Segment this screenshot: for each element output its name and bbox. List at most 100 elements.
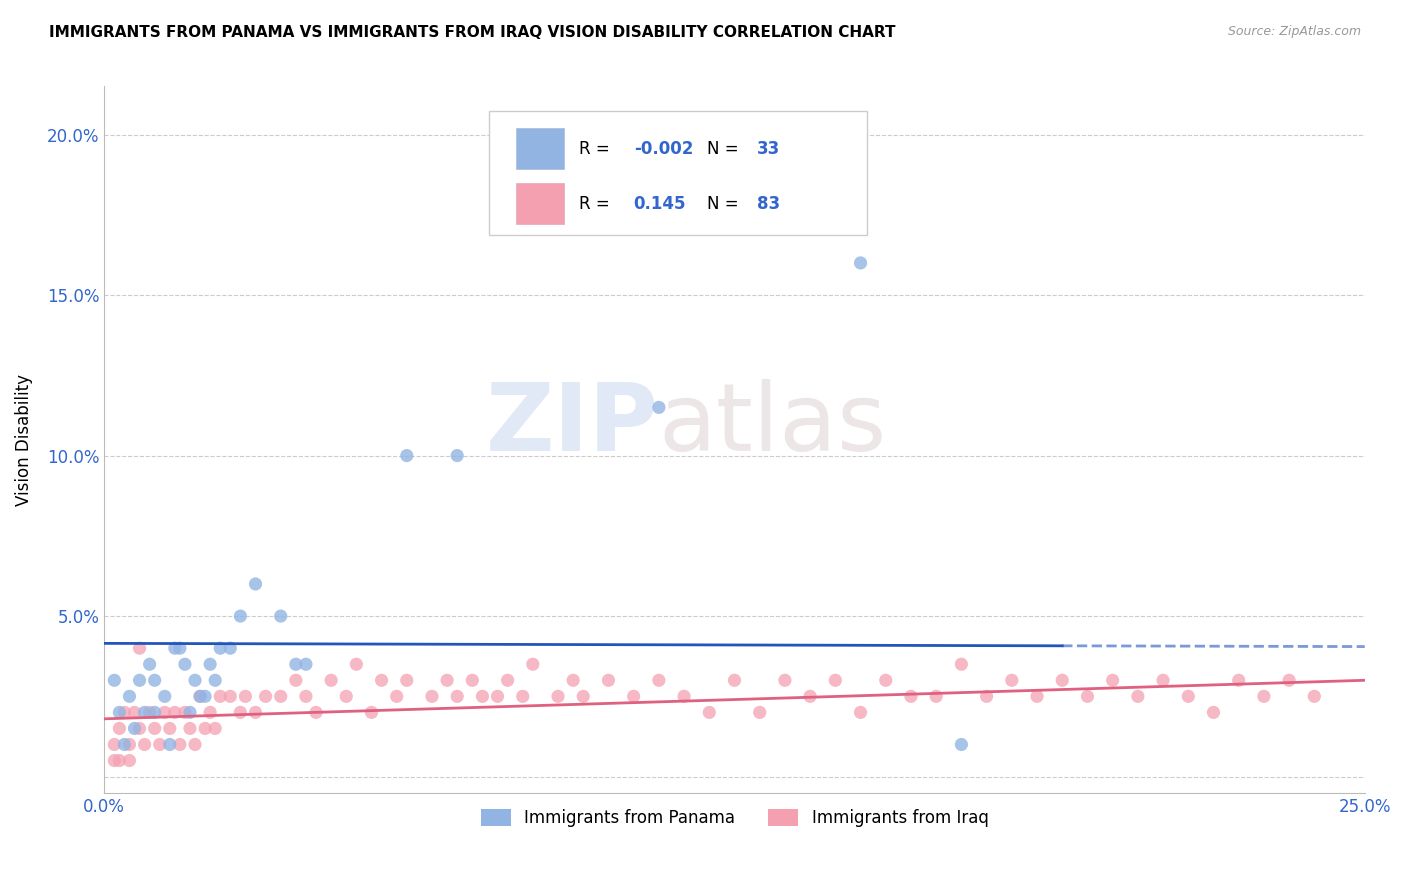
Point [512, 690, 534, 704]
Point [461, 673, 484, 688]
Point [436, 673, 458, 688]
Point [875, 673, 897, 688]
Point [143, 706, 166, 720]
Text: Source: ZipAtlas.com: Source: ZipAtlas.com [1227, 25, 1361, 38]
Point [174, 706, 197, 720]
Point [128, 722, 150, 736]
Point [209, 690, 232, 704]
Point [824, 673, 846, 688]
Point [143, 673, 166, 688]
Point [748, 706, 770, 720]
Point [124, 722, 146, 736]
Text: ZIP: ZIP [486, 379, 659, 471]
Point [950, 657, 973, 672]
Point [118, 754, 141, 768]
Text: atlas: atlas [659, 379, 887, 471]
FancyBboxPatch shape [516, 183, 564, 224]
Point [118, 690, 141, 704]
Point [138, 706, 160, 720]
Point [184, 738, 207, 752]
Point [295, 690, 318, 704]
Point [522, 657, 544, 672]
Point [204, 722, 226, 736]
Text: 83: 83 [758, 194, 780, 212]
Point [229, 706, 252, 720]
Point [138, 657, 160, 672]
Point [446, 449, 468, 463]
Point [486, 690, 509, 704]
Point [1126, 690, 1149, 704]
Point [1001, 673, 1024, 688]
Point [321, 673, 343, 688]
Point [1253, 690, 1275, 704]
Point [184, 673, 207, 688]
Point [108, 706, 131, 720]
Point [163, 641, 186, 656]
Point [1050, 673, 1073, 688]
Text: N =: N = [707, 140, 744, 158]
Point [496, 673, 519, 688]
Point [149, 738, 172, 752]
Point [163, 706, 186, 720]
Point [673, 690, 696, 704]
Text: IMMIGRANTS FROM PANAMA VS IMMIGRANTS FROM IRAQ VISION DISABILITY CORRELATION CHA: IMMIGRANTS FROM PANAMA VS IMMIGRANTS FRO… [49, 25, 896, 40]
Point [219, 641, 242, 656]
Point [245, 577, 267, 591]
Point [179, 722, 201, 736]
Point [204, 673, 226, 688]
Point [159, 722, 181, 736]
Point [295, 657, 318, 672]
Point [134, 738, 156, 752]
Text: R =: R = [579, 194, 616, 212]
Point [723, 673, 745, 688]
Point [849, 256, 872, 270]
Point [284, 657, 307, 672]
Point [572, 690, 595, 704]
Point [219, 690, 242, 704]
Point [112, 706, 135, 720]
Point [697, 706, 720, 720]
Point [623, 690, 645, 704]
Y-axis label: Vision Disability: Vision Disability [15, 374, 32, 506]
Point [103, 673, 125, 688]
Point [446, 690, 468, 704]
Point [370, 673, 392, 688]
Text: 0.145: 0.145 [634, 194, 686, 212]
Point [198, 657, 221, 672]
Point [1152, 673, 1174, 688]
Point [254, 690, 277, 704]
Point [118, 738, 141, 752]
Point [284, 673, 307, 688]
Point [128, 673, 150, 688]
Point [1227, 673, 1250, 688]
Point [799, 690, 821, 704]
Point [925, 690, 948, 704]
Point [229, 609, 252, 624]
Point [194, 722, 217, 736]
Point [143, 722, 166, 736]
Point [648, 401, 671, 415]
Point [598, 673, 620, 688]
Point [1278, 673, 1301, 688]
Point [562, 673, 585, 688]
Point [1303, 690, 1326, 704]
Point [169, 738, 191, 752]
Point [103, 738, 125, 752]
Point [103, 754, 125, 768]
Point [547, 690, 569, 704]
Text: N =: N = [707, 194, 744, 212]
Point [270, 690, 292, 704]
Point [124, 706, 146, 720]
Point [174, 657, 197, 672]
Point [198, 706, 221, 720]
Point [169, 641, 191, 656]
Point [976, 690, 998, 704]
Point [950, 738, 973, 752]
Point [188, 690, 211, 704]
Point [112, 738, 135, 752]
Legend: Immigrants from Panama, Immigrants from Iraq: Immigrants from Panama, Immigrants from … [474, 802, 995, 834]
Point [773, 673, 796, 688]
Point [245, 706, 267, 720]
Point [159, 738, 181, 752]
Point [1101, 673, 1123, 688]
